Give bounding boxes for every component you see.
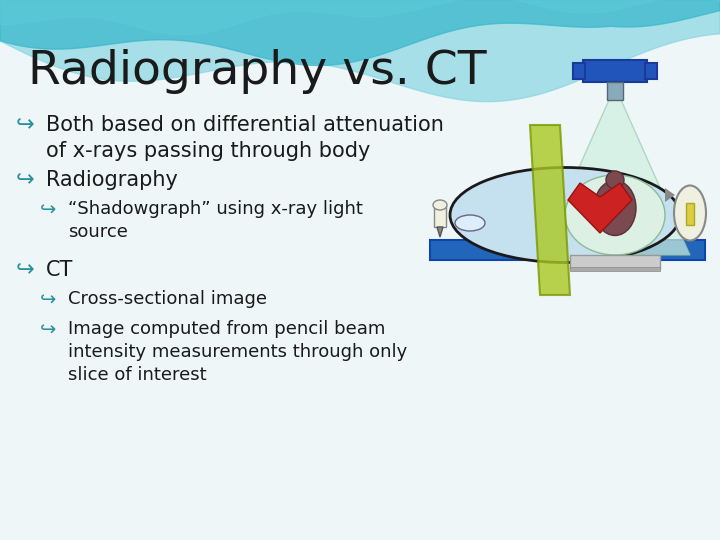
Text: CT: CT: [46, 260, 73, 280]
Bar: [570, 267, 660, 271]
Bar: [430, 240, 705, 260]
Ellipse shape: [455, 215, 485, 231]
Text: ↪: ↪: [40, 200, 56, 219]
Ellipse shape: [433, 200, 447, 210]
Polygon shape: [568, 183, 632, 233]
Text: “Shadowgraph” using x-ray light
source: “Shadowgraph” using x-ray light source: [68, 200, 363, 241]
Bar: [570, 255, 660, 269]
Bar: [434, 205, 446, 227]
Text: Image computed from pencil beam
intensity measurements through only
slice of int: Image computed from pencil beam intensit…: [68, 320, 408, 384]
Ellipse shape: [594, 180, 636, 235]
Polygon shape: [540, 100, 690, 255]
Polygon shape: [0, 0, 720, 102]
Bar: [607, 82, 623, 100]
Ellipse shape: [565, 175, 665, 255]
Bar: [573, 63, 585, 79]
Text: ↪: ↪: [40, 290, 56, 309]
Ellipse shape: [674, 186, 706, 240]
Polygon shape: [0, 0, 720, 65]
Text: ↪: ↪: [16, 170, 35, 190]
Polygon shape: [530, 125, 570, 295]
Bar: [583, 60, 647, 82]
Text: ↪: ↪: [16, 115, 35, 135]
Ellipse shape: [606, 171, 624, 189]
Polygon shape: [665, 188, 675, 202]
Bar: [686, 203, 694, 225]
Bar: [645, 63, 657, 79]
Text: Cross-sectional image: Cross-sectional image: [68, 290, 267, 308]
Ellipse shape: [450, 167, 680, 262]
Text: Radiography vs. CT: Radiography vs. CT: [28, 50, 487, 94]
Text: Both based on differential attenuation
of x-rays passing through body: Both based on differential attenuation o…: [46, 115, 444, 160]
Polygon shape: [0, 0, 720, 35]
Polygon shape: [437, 227, 443, 237]
Text: Radiography: Radiography: [46, 170, 178, 190]
Text: ↪: ↪: [16, 260, 35, 280]
Text: ↪: ↪: [40, 320, 56, 339]
